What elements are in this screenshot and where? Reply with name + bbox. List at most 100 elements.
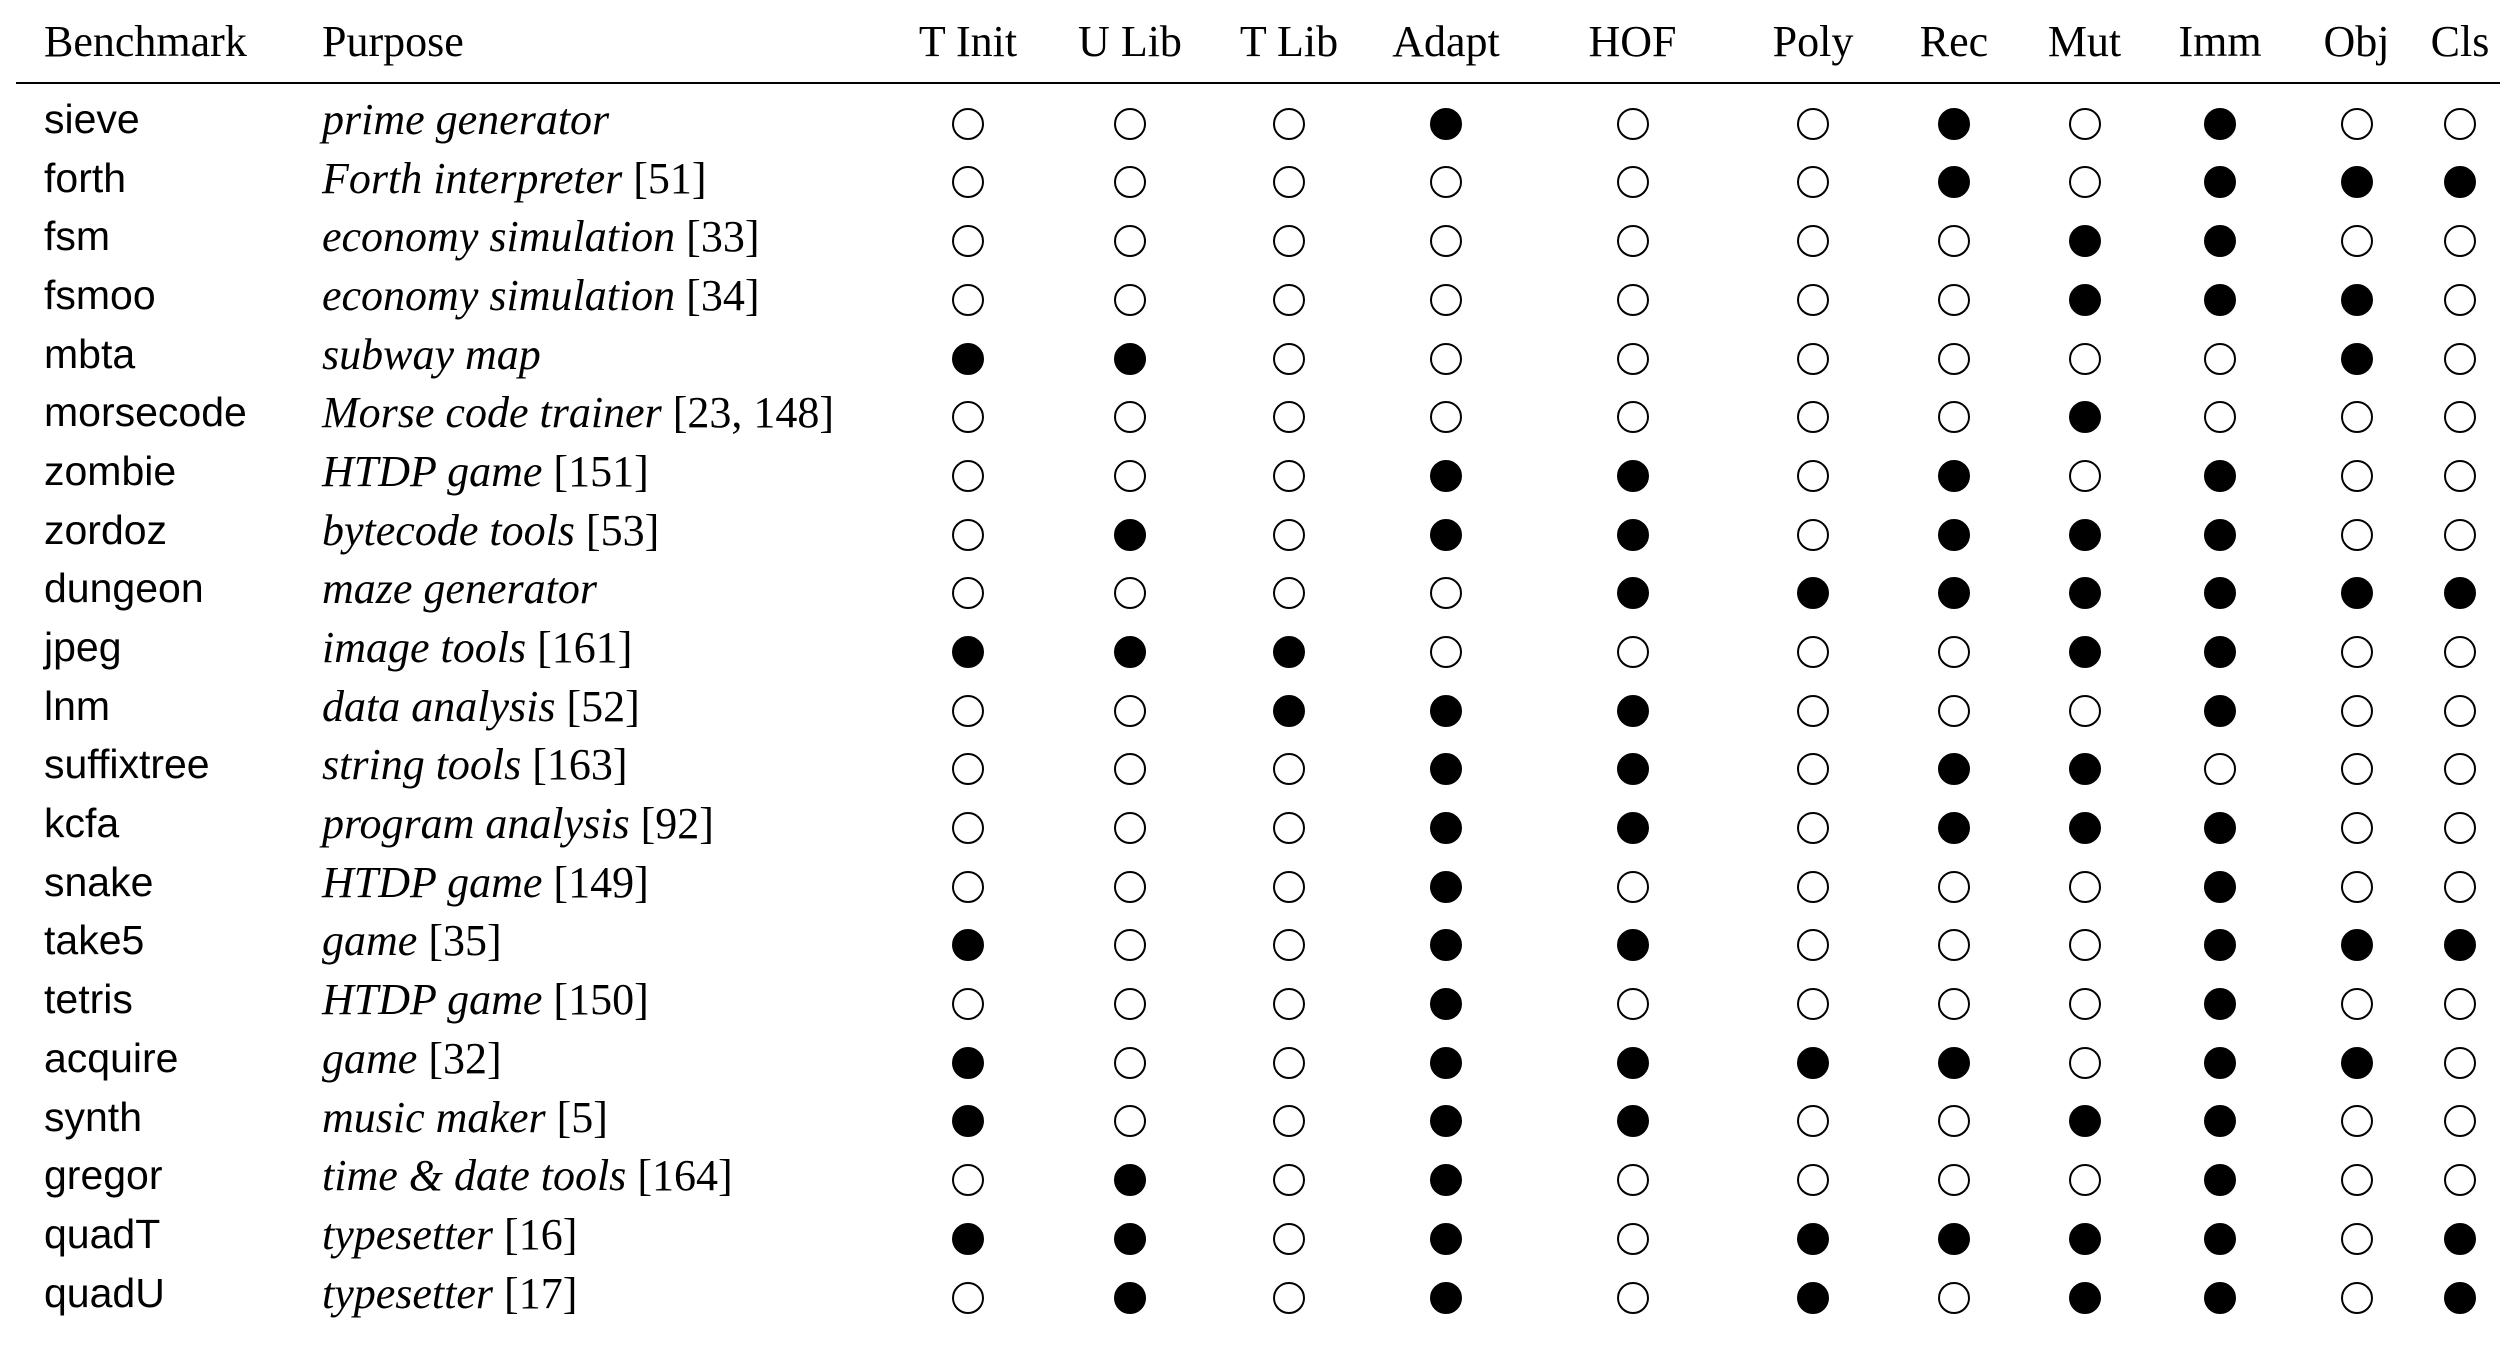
feature-cell [1049, 383, 1211, 442]
feature-cell [1525, 442, 1740, 501]
purpose-cell: prime generator [322, 83, 887, 149]
empty-circle-icon [2340, 518, 2373, 551]
filled-circle-icon [2340, 929, 2373, 962]
empty-circle-icon [2444, 459, 2476, 492]
feature-cell [887, 1029, 1049, 1088]
empty-circle-icon [2340, 225, 2373, 258]
feature-cell [1049, 618, 1211, 677]
filled-circle-icon [2204, 1222, 2236, 1255]
feature-cell [887, 736, 1049, 795]
feature-cell [1367, 266, 1525, 325]
purpose-text: music maker [322, 1092, 546, 1142]
empty-circle-icon [1273, 929, 1305, 962]
purpose-cell: Morse code trainer [23, 148] [322, 383, 887, 442]
filled-circle-icon [2204, 1046, 2236, 1079]
empty-circle-icon [1114, 225, 1146, 258]
purpose-cell: Forth interpreter [51] [322, 149, 887, 208]
benchmark-name: take5 [44, 917, 145, 964]
filled-circle-icon [1938, 518, 1970, 551]
filled-circle-icon [1430, 929, 1462, 962]
citation: [34] [686, 270, 760, 320]
feature-cell [1740, 618, 1886, 677]
feature-cell [2293, 325, 2420, 384]
purpose-text: Morse code trainer [322, 388, 662, 438]
feature-cell [1740, 912, 1886, 971]
benchmark-name: snake [44, 858, 154, 905]
filled-circle-icon [2068, 812, 2101, 844]
empty-circle-icon [1616, 1281, 1649, 1314]
feature-cell [2022, 1029, 2147, 1088]
filled-circle-icon [1114, 1281, 1146, 1314]
empty-circle-icon [952, 1281, 984, 1314]
filled-circle-icon [1430, 1281, 1462, 1314]
empty-circle-icon [1797, 1164, 1829, 1197]
benchmark-table: Benchmark Purpose T Init U Lib T Lib Ada… [16, 0, 2500, 1322]
feature-cell [1525, 677, 1740, 736]
filled-circle-icon [2204, 1281, 2236, 1314]
feature-cell [1211, 149, 1367, 208]
table-row: tetris HTDP game [150] [16, 970, 2500, 1029]
purpose-text: game [322, 1033, 418, 1083]
feature-cell [1367, 83, 1525, 149]
feature-cell [1367, 1264, 1525, 1323]
empty-circle-icon [1273, 401, 1305, 434]
empty-circle-icon [1797, 635, 1829, 668]
feature-cell [2022, 266, 2147, 325]
filled-circle-icon [1938, 577, 1970, 610]
table-row: morsecode Morse code trainer [23, 148] [16, 383, 2500, 442]
filled-circle-icon [1938, 1222, 1970, 1255]
filled-circle-icon [2068, 1222, 2101, 1255]
filled-circle-icon [2340, 1046, 2373, 1079]
feature-cell [1886, 149, 2022, 208]
feature-cell [2293, 1264, 2420, 1323]
empty-circle-icon [1273, 870, 1305, 903]
feature-cell [2022, 1205, 2147, 1264]
feature-cell [1367, 970, 1525, 1029]
feature-cell [1367, 1088, 1525, 1147]
feature-cell [1211, 912, 1367, 971]
empty-circle-icon [1797, 518, 1829, 551]
empty-circle-icon [1938, 870, 1970, 903]
table-row: fsmoo economy simulation [34] [16, 266, 2500, 325]
empty-circle-icon [2068, 1164, 2101, 1197]
empty-circle-icon [2068, 342, 2101, 375]
filled-circle-icon [2204, 929, 2236, 962]
citation: [17] [504, 1268, 578, 1318]
purpose-text: image tools [322, 623, 527, 673]
header-poly: Poly [1740, 0, 1886, 84]
filled-circle-icon [2068, 1281, 2101, 1314]
feature-cell [1367, 501, 1525, 560]
purpose-cell: typesetter [17] [322, 1264, 887, 1323]
feature-cell [1525, 1146, 1740, 1205]
feature-cell [1367, 560, 1525, 619]
empty-circle-icon [1430, 166, 1462, 199]
empty-circle-icon [1114, 1105, 1146, 1138]
empty-circle-icon [1616, 283, 1649, 316]
feature-cell [1740, 266, 1886, 325]
filled-circle-icon [2068, 1105, 2101, 1138]
feature-cell [1049, 83, 1211, 149]
empty-circle-icon [1616, 107, 1649, 140]
filled-circle-icon [1616, 1105, 1649, 1138]
empty-circle-icon [2340, 694, 2373, 727]
feature-cell [1211, 442, 1367, 501]
empty-circle-icon [1616, 988, 1649, 1021]
feature-cell [887, 618, 1049, 677]
empty-circle-icon [1273, 342, 1305, 375]
purpose-text: subway map [322, 329, 541, 379]
feature-cell [2293, 618, 2420, 677]
filled-circle-icon [2444, 166, 2476, 199]
feature-cell [1525, 383, 1740, 442]
filled-circle-icon [2204, 1105, 2236, 1138]
feature-cell [2293, 560, 2420, 619]
feature-cell [1525, 618, 1740, 677]
empty-circle-icon [2204, 401, 2236, 434]
table-row: kcfa program analysis [92] [16, 794, 2500, 853]
feature-cell [2420, 1205, 2500, 1264]
filled-circle-icon [2444, 1222, 2476, 1255]
feature-cell [1049, 1088, 1211, 1147]
feature-cell [2293, 736, 2420, 795]
feature-cell [2022, 207, 2147, 266]
feature-cell [1740, 383, 1886, 442]
filled-circle-icon [2204, 225, 2236, 258]
